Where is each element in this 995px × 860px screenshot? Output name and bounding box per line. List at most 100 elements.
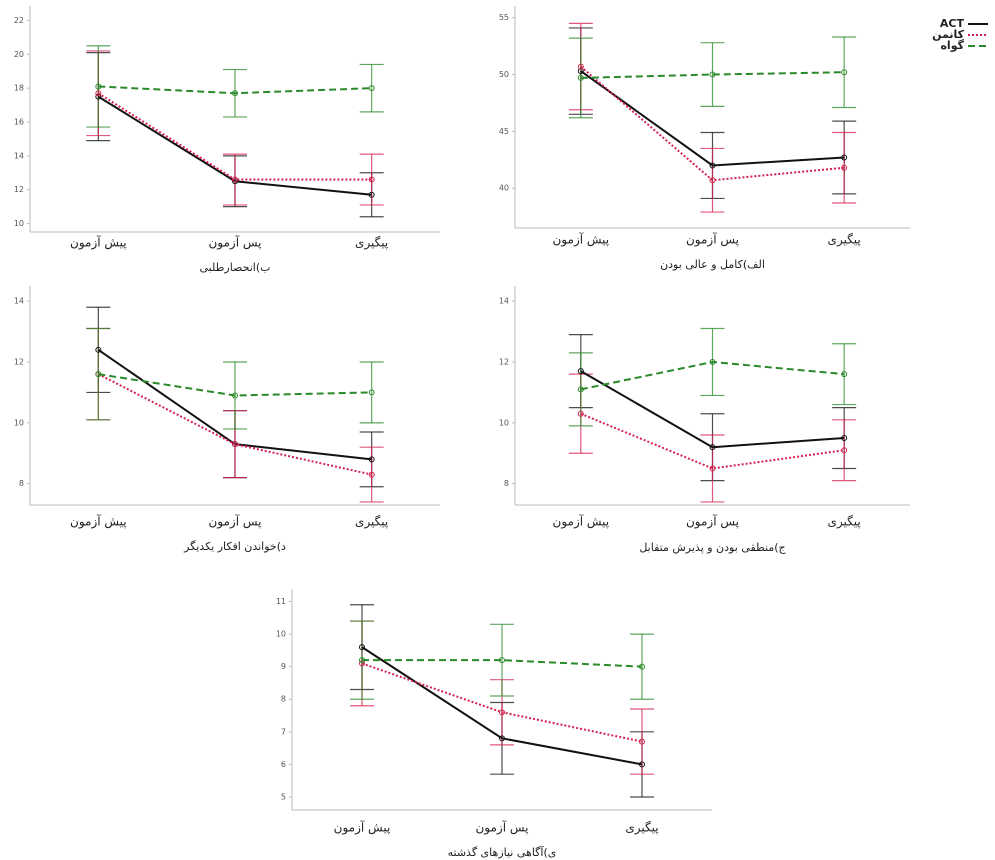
y-tick-label: 6 <box>281 760 286 769</box>
y-tick-label: 12 <box>499 357 509 366</box>
y-tick-label: 20 <box>14 50 24 59</box>
point <box>841 154 848 161</box>
point <box>499 735 505 742</box>
point <box>577 368 584 375</box>
y-tick-label: 7 <box>281 727 286 736</box>
y-tick-label: 18 <box>14 84 24 93</box>
point <box>709 465 716 472</box>
y-tick-label: 40 <box>499 184 509 193</box>
y-tick-label: 55 <box>499 13 509 22</box>
series-line <box>97 95 372 196</box>
point <box>499 709 505 716</box>
legend-label: ACT <box>940 17 965 30</box>
y-tick-label: 11 <box>276 597 286 606</box>
chart-title: ی)آگاهی نیازهای گذشته <box>448 845 557 859</box>
legend-label: گواه <box>940 39 964 52</box>
x-tick-label: پیش آزمون <box>334 820 391 836</box>
point <box>709 444 716 451</box>
x-tick-label: پس آزمون <box>686 232 739 248</box>
point <box>368 471 375 478</box>
chart-title: ب)انحصارطلبی <box>200 261 271 274</box>
point <box>577 74 584 81</box>
x-tick-label: پس آزمون <box>475 820 528 836</box>
y-tick-label: 10 <box>499 418 509 427</box>
point <box>95 83 102 90</box>
point <box>841 371 848 378</box>
x-tick-label: پیگیری <box>355 236 388 251</box>
point <box>359 644 365 651</box>
point <box>577 63 584 70</box>
series-line <box>97 92 372 181</box>
y-tick-label: 14 <box>14 297 24 306</box>
point <box>368 176 375 183</box>
point <box>95 346 102 353</box>
point <box>709 177 716 184</box>
y-tick-label: 8 <box>504 479 509 488</box>
x-tick-label: پیگیری <box>625 821 658 836</box>
point <box>841 164 848 171</box>
point <box>639 761 645 768</box>
chart-title: الف)کامل و عالی بودن <box>660 258 765 271</box>
series-line <box>580 360 845 391</box>
legend-label: کانمن <box>932 28 965 41</box>
y-tick-label: 10 <box>14 219 24 228</box>
y-tick-label: 5 <box>281 792 286 801</box>
y-tick-label: 9 <box>281 662 286 671</box>
x-tick-label: پس آزمون <box>686 514 739 530</box>
point <box>368 191 375 198</box>
point <box>232 90 238 97</box>
point <box>709 358 716 365</box>
x-tick-label: پیگیری <box>355 515 388 530</box>
series-line <box>580 65 845 182</box>
point <box>368 389 375 396</box>
point <box>359 657 365 664</box>
point <box>232 176 238 183</box>
y-tick-label: 50 <box>499 70 509 79</box>
y-tick-label: 45 <box>499 127 509 136</box>
x-tick-label: پیگیری <box>828 233 861 248</box>
y-tick-label: 14 <box>499 297 509 306</box>
point <box>709 71 716 78</box>
x-tick-label: پیش آزمون <box>70 514 127 530</box>
point <box>709 162 716 169</box>
x-tick-label: پیش آزمون <box>553 232 610 248</box>
point <box>95 371 102 378</box>
series-line <box>580 370 845 449</box>
point <box>499 657 505 664</box>
point <box>232 392 238 399</box>
y-tick-label: 16 <box>14 118 24 127</box>
x-tick-label: پیش آزمون <box>70 235 127 251</box>
x-tick-label: پس آزمون <box>208 235 261 251</box>
chart-title: ج)منطقی بودن و پذیرش متقابل <box>639 541 786 554</box>
x-tick-label: پیگیری <box>828 515 861 530</box>
point <box>841 435 848 442</box>
series-line <box>98 85 372 95</box>
y-tick-label: 8 <box>19 479 24 488</box>
y-tick-label: 12 <box>14 357 24 366</box>
x-tick-label: پیش آزمون <box>553 514 610 530</box>
series-line <box>98 373 372 397</box>
point <box>577 410 584 417</box>
point <box>368 85 375 92</box>
chart-title: د)خواندن افکار یکدیگر <box>183 540 286 553</box>
point <box>368 456 375 463</box>
point <box>841 447 848 454</box>
series-line <box>97 373 372 476</box>
y-tick-label: 8 <box>281 695 286 704</box>
point <box>639 663 645 670</box>
point <box>841 69 848 76</box>
series-line <box>580 70 845 167</box>
y-tick-label: 22 <box>14 16 24 25</box>
y-tick-label: 10 <box>14 418 24 427</box>
y-tick-label: 10 <box>276 630 286 639</box>
series-line <box>361 662 643 743</box>
point <box>95 90 102 97</box>
point <box>232 441 238 448</box>
series-line <box>361 646 643 766</box>
point <box>639 738 645 745</box>
x-tick-label: پس آزمون <box>208 514 261 530</box>
y-tick-label: 12 <box>14 185 24 194</box>
series-line <box>362 659 643 668</box>
y-tick-label: 14 <box>14 151 24 160</box>
